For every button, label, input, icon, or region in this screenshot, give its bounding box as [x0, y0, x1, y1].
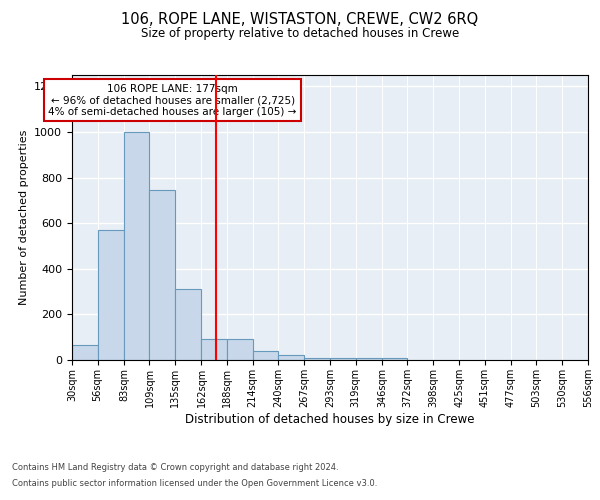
Bar	[278, 356, 304, 360]
Bar	[227, 340, 253, 360]
Text: 106 ROPE LANE: 177sqm
← 96% of detached houses are smaller (2,725)
4% of semi-de: 106 ROPE LANE: 177sqm ← 96% of detached …	[49, 84, 297, 116]
Text: 106, ROPE LANE, WISTASTON, CREWE, CW2 6RQ: 106, ROPE LANE, WISTASTON, CREWE, CW2 6R…	[121, 12, 479, 28]
Text: Size of property relative to detached houses in Crewe: Size of property relative to detached ho…	[141, 28, 459, 40]
Y-axis label: Number of detached properties: Number of detached properties	[19, 130, 29, 305]
Bar	[72, 345, 98, 360]
Bar	[356, 358, 382, 360]
Text: Contains public sector information licensed under the Open Government Licence v3: Contains public sector information licen…	[12, 478, 377, 488]
Bar	[124, 132, 149, 360]
Bar	[330, 358, 356, 360]
Bar	[253, 351, 278, 360]
Bar	[304, 358, 330, 360]
Bar	[98, 230, 124, 360]
Bar	[175, 290, 202, 360]
Text: Contains HM Land Registry data © Crown copyright and database right 2024.: Contains HM Land Registry data © Crown c…	[12, 464, 338, 472]
Bar	[202, 340, 227, 360]
X-axis label: Distribution of detached houses by size in Crewe: Distribution of detached houses by size …	[185, 412, 475, 426]
Bar	[149, 190, 175, 360]
Bar	[382, 358, 407, 360]
